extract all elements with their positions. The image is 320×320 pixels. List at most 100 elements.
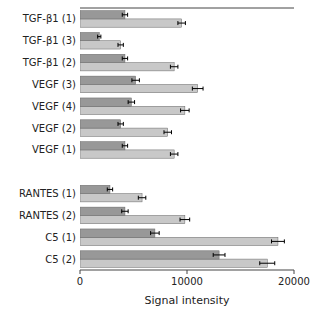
error-line bbox=[181, 110, 190, 111]
error-line bbox=[260, 263, 275, 264]
top-frame-line bbox=[80, 8, 294, 9]
error-bar bbox=[122, 144, 127, 148]
error-bar bbox=[213, 253, 225, 257]
error-cap bbox=[203, 87, 204, 91]
error-cap bbox=[121, 209, 122, 213]
bar bbox=[80, 215, 185, 223]
bar bbox=[80, 128, 168, 136]
error-bar bbox=[272, 239, 285, 243]
error-cap bbox=[128, 100, 129, 104]
error-line bbox=[122, 145, 127, 146]
x-tick bbox=[80, 270, 81, 274]
error-cap bbox=[213, 253, 214, 257]
error-bar bbox=[170, 152, 177, 156]
error-bar bbox=[181, 108, 190, 112]
bar bbox=[80, 106, 185, 114]
x-tick-label: 10000 bbox=[171, 276, 203, 287]
bar bbox=[80, 98, 131, 106]
error-cap bbox=[189, 108, 190, 112]
error-cap bbox=[138, 196, 139, 200]
error-bar bbox=[180, 218, 190, 222]
error-cap bbox=[180, 218, 181, 222]
error-bar bbox=[122, 13, 127, 17]
error-line bbox=[107, 189, 112, 190]
error-cap bbox=[284, 239, 285, 243]
error-cap bbox=[224, 253, 225, 257]
error-bar bbox=[128, 100, 134, 104]
error-bar bbox=[122, 209, 128, 213]
error-line bbox=[170, 154, 177, 155]
bar bbox=[80, 76, 136, 84]
error-bar bbox=[192, 87, 203, 91]
bar bbox=[80, 142, 125, 150]
error-cap bbox=[145, 196, 146, 200]
error-cap bbox=[122, 56, 123, 60]
error-cap bbox=[131, 78, 132, 82]
bar bbox=[80, 19, 182, 27]
error-cap bbox=[192, 87, 193, 91]
error-bar bbox=[260, 261, 275, 265]
error-bar bbox=[170, 65, 177, 69]
series bbox=[80, 19, 284, 267]
error-bar bbox=[122, 56, 127, 60]
error-bar bbox=[164, 130, 171, 134]
error-line bbox=[138, 197, 145, 198]
error-cap bbox=[177, 65, 178, 69]
series bbox=[80, 11, 225, 259]
bar bbox=[80, 237, 278, 245]
error-line bbox=[180, 219, 190, 220]
bar bbox=[80, 84, 198, 92]
error-line bbox=[132, 80, 139, 81]
chart-container: 01000020000Signal intensityTGF-β1 (1)TGF… bbox=[0, 0, 320, 320]
error-cap bbox=[271, 239, 272, 243]
error-cap bbox=[259, 261, 260, 265]
bar bbox=[80, 41, 121, 49]
error-cap bbox=[180, 108, 181, 112]
category-label: TGF-β1 (1) bbox=[22, 13, 76, 24]
plot-area bbox=[80, 11, 284, 268]
error-cap bbox=[170, 152, 171, 156]
error-cap bbox=[123, 43, 124, 47]
category-label: RANTES (2) bbox=[19, 210, 76, 221]
x-axis: 01000020000 bbox=[77, 270, 310, 287]
category-label: VEGF (2) bbox=[32, 123, 76, 134]
error-cap bbox=[274, 261, 275, 265]
bar bbox=[80, 251, 219, 259]
error-cap bbox=[177, 152, 178, 156]
bar bbox=[80, 54, 125, 62]
x-tick-label: 20000 bbox=[278, 276, 310, 287]
error-bar bbox=[151, 231, 160, 235]
bar bbox=[80, 185, 110, 193]
error-line bbox=[164, 132, 171, 133]
error-cap bbox=[100, 35, 101, 39]
error-cap bbox=[171, 130, 172, 134]
error-bar bbox=[132, 78, 139, 82]
error-cap bbox=[189, 218, 190, 222]
x-axis-line bbox=[80, 270, 294, 271]
error-line bbox=[192, 88, 203, 89]
error-cap bbox=[97, 35, 98, 39]
error-cap bbox=[123, 122, 124, 126]
x-axis-label: Signal intensity bbox=[145, 294, 230, 307]
error-line bbox=[118, 123, 123, 124]
error-bar bbox=[118, 43, 123, 47]
category-label: VEGF (1) bbox=[32, 144, 76, 155]
category-label: RANTES (1) bbox=[19, 188, 76, 199]
error-bar bbox=[118, 122, 123, 126]
error-cap bbox=[117, 43, 118, 47]
bar bbox=[80, 207, 125, 215]
x-tick bbox=[187, 270, 188, 274]
error-bar bbox=[107, 187, 112, 191]
bar bbox=[80, 150, 174, 158]
category-label: C5 (2) bbox=[45, 254, 76, 265]
bar bbox=[80, 32, 99, 40]
chart: 01000020000Signal intensityTGF-β1 (1)TGF… bbox=[0, 0, 320, 320]
bar bbox=[80, 229, 155, 237]
category-label: C5 (1) bbox=[45, 232, 76, 243]
error-line bbox=[170, 66, 177, 67]
error-cap bbox=[122, 13, 123, 17]
error-cap bbox=[112, 187, 113, 191]
error-cap bbox=[117, 122, 118, 126]
error-cap bbox=[128, 209, 129, 213]
error-cap bbox=[134, 100, 135, 104]
